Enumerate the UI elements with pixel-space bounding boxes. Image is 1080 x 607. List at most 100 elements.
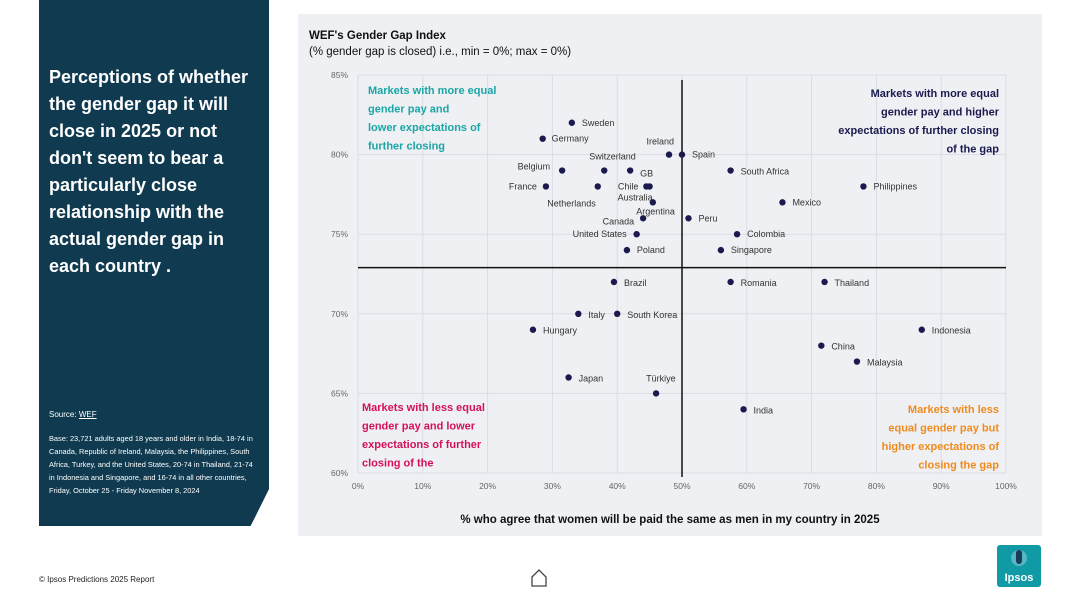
point-label: Sweden	[582, 118, 615, 128]
point-label: Romania	[741, 278, 777, 288]
y-tick-label: 85%	[331, 70, 348, 80]
x-tick-label: 80%	[868, 481, 885, 491]
y-tick-label: 75%	[331, 229, 348, 239]
point-label: Japan	[579, 373, 604, 383]
point-label: Malaysia	[867, 358, 903, 368]
point-label: South Africa	[741, 167, 790, 177]
data-point	[779, 199, 786, 206]
point-label: Colombia	[747, 229, 785, 239]
point-label: Poland	[637, 245, 665, 255]
data-point	[740, 406, 747, 413]
data-point	[652, 390, 660, 397]
data-point	[626, 167, 634, 174]
quadrant-label-bottom-left: Markets with less equal gender pay and lo…	[362, 402, 485, 470]
ipsos-logo: Ipsos	[997, 545, 1041, 587]
point-label: Thailand	[835, 278, 870, 288]
point-label: Hungary	[543, 326, 578, 336]
data-point	[594, 183, 601, 190]
data-point	[539, 135, 546, 142]
point-label: Chile	[618, 181, 639, 191]
x-tick-label: 20%	[479, 481, 496, 491]
data-point	[717, 246, 725, 254]
data-point	[727, 278, 734, 286]
point-label: Philippines	[873, 181, 917, 191]
point-label: Italy	[588, 310, 605, 320]
data-point	[860, 183, 867, 190]
x-tick-label: 30%	[544, 481, 561, 491]
data-point	[818, 342, 825, 349]
data-point	[665, 151, 673, 158]
quadrant-label-top-left: Markets with more equal gender pay and low…	[368, 85, 496, 153]
scatter-chart: 60% 65% 70% 75% 80% 85% 0% 10% 20% 30% 40% 50% 60% 70…	[331, 70, 1017, 491]
point-label: Belgium	[518, 162, 551, 172]
footer-text: © Ipsos Predictions 2025 Report	[39, 575, 155, 584]
x-tick-label: 40%	[609, 481, 626, 491]
point-label: Canada	[603, 216, 635, 226]
data-point	[649, 199, 657, 206]
y-tick-label: 60%	[331, 468, 348, 478]
data-point	[529, 326, 537, 333]
x-tick-label: 0%	[352, 481, 365, 491]
data-point	[542, 183, 550, 190]
data-point	[601, 167, 608, 174]
point-label: India	[754, 405, 774, 415]
headline: Perceptions of whether the gender gap it…	[49, 67, 249, 276]
x-tick-label: 50%	[673, 481, 690, 491]
point-label: Mexico	[792, 197, 821, 207]
data-point	[727, 167, 734, 174]
x-tick-label: 60%	[738, 481, 755, 491]
y-tick-label: 80%	[331, 150, 348, 160]
point-label: Argentina	[636, 206, 675, 216]
point-label: Spain	[692, 150, 715, 160]
point-label: Germany	[552, 134, 590, 144]
data-point	[853, 358, 861, 365]
point-label: Singapore	[731, 245, 772, 255]
chart-title: WEF's Gender Gap Index	[309, 30, 446, 42]
x-tick-label: 70%	[803, 481, 820, 491]
point-label: China	[831, 342, 855, 352]
source-label: Source:	[49, 410, 77, 419]
data-point	[918, 326, 925, 333]
base-note: Base: 23,721 adults aged 18 years and ol…	[49, 434, 253, 495]
source-line: Source: WEF	[49, 410, 97, 419]
data-point	[733, 231, 741, 238]
data-point	[685, 215, 692, 222]
x-tick-label: 100%	[995, 481, 1017, 491]
point-label: Brazil	[624, 278, 647, 288]
data-point	[623, 246, 631, 254]
x-tick-label: 10%	[414, 481, 431, 491]
y-tick-label: 65%	[331, 388, 348, 398]
quadrant-label-top-right: Markets with more equal gender pay and hi…	[838, 88, 999, 156]
point-label: Netherlands	[547, 198, 596, 208]
point-label: Australia	[618, 192, 653, 202]
data-point	[568, 119, 576, 126]
point-label: Indonesia	[932, 326, 971, 336]
home-icon[interactable]	[530, 568, 548, 588]
x-axis-label: % who agree that women will be paid the …	[460, 514, 880, 526]
data-point	[678, 151, 686, 158]
point-label: Switzerland	[589, 152, 636, 162]
data-point	[565, 374, 572, 381]
sidebar-panel: Perceptions of whether the gender gap it…	[39, 0, 269, 526]
data-point	[646, 183, 653, 190]
data-point	[821, 278, 828, 286]
data-point	[614, 310, 621, 317]
logo-text: Ipsos	[1005, 572, 1034, 584]
quadrant-label-bottom-right: Markets with less equal gender pay but hig…	[882, 404, 1000, 472]
y-tick-label: 70%	[331, 309, 348, 319]
chart-panel: WEF's Gender Gap Index (% gender gap is …	[298, 14, 1042, 536]
data-point	[575, 310, 582, 317]
data-point	[610, 278, 618, 286]
source-link[interactable]: WEF	[78, 410, 97, 419]
point-label: South Korea	[627, 310, 677, 320]
point-label: France	[509, 181, 537, 191]
point-label: Peru	[698, 213, 717, 223]
chart-subtitle: (% gender gap is closed) i.e., min = 0%;…	[309, 46, 572, 58]
x-tick-label: 90%	[933, 481, 950, 491]
data-point	[639, 215, 647, 222]
point-label: GB	[640, 169, 653, 179]
point-label: Türkiye	[646, 373, 676, 383]
data-point	[633, 231, 640, 238]
point-label: United States	[573, 229, 628, 239]
data-point	[558, 167, 566, 174]
